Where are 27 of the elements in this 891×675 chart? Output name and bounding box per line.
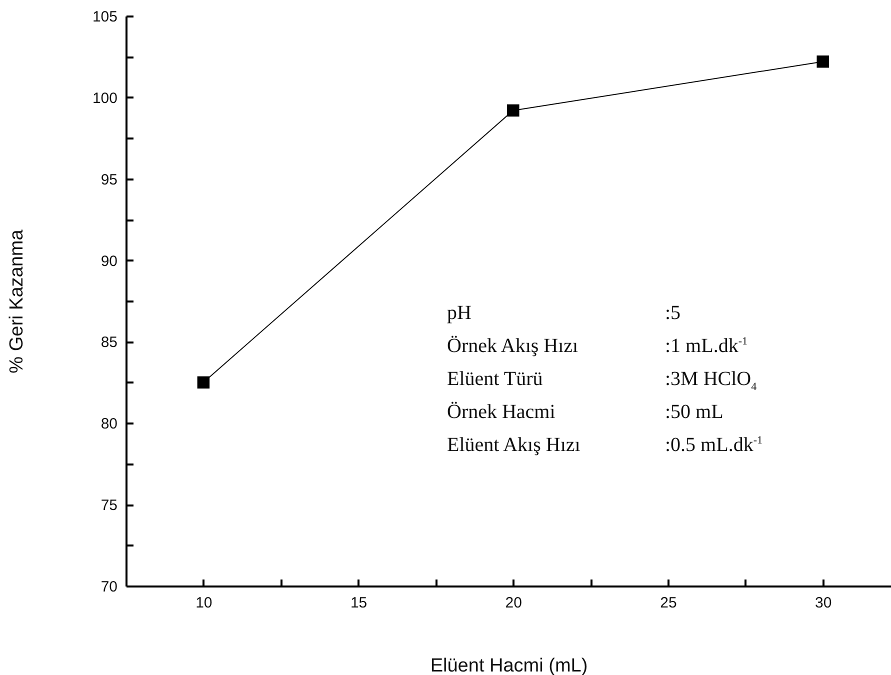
annotation: :1 mL.dk$^{-1}$	[665, 335, 748, 358]
y-tick-label: 105	[92, 8, 118, 26]
annotation: Örnek Akış Hızı	[447, 335, 578, 358]
y-tick-label: 95	[100, 171, 118, 188]
annotation: Elüent Akış Hızı	[447, 434, 580, 457]
y-tick-label: 70	[100, 578, 118, 596]
annotation: Elüent Türü	[447, 368, 543, 391]
annotation: :3M HClO$_{4}$	[665, 368, 757, 393]
y-tick-label: 75	[100, 497, 118, 514]
point	[816, 55, 829, 68]
point	[197, 376, 210, 389]
annotation: :5	[665, 302, 681, 325]
x-tick-label: 25	[660, 594, 677, 612]
x-tick-label: 10	[196, 594, 212, 612]
annotation: pH	[447, 302, 472, 325]
y-tick-label: 85	[100, 334, 118, 352]
y-tick-label: 80	[100, 416, 118, 433]
point	[507, 104, 520, 117]
x-tick-label: 30	[815, 594, 832, 612]
y-axis-title: % Geri Kazanma	[6, 229, 28, 374]
y-tick-label: 100	[92, 90, 118, 107]
annotation: :0.5 mL.dk$^{-1}$	[665, 434, 763, 457]
y-tick-label: 90	[100, 252, 118, 270]
annotation: Örnek Hacmi	[447, 401, 556, 424]
annotation: :50 mL	[665, 401, 724, 424]
x-tick-label: 20	[505, 594, 522, 612]
x-tick-label: 15	[350, 594, 368, 612]
